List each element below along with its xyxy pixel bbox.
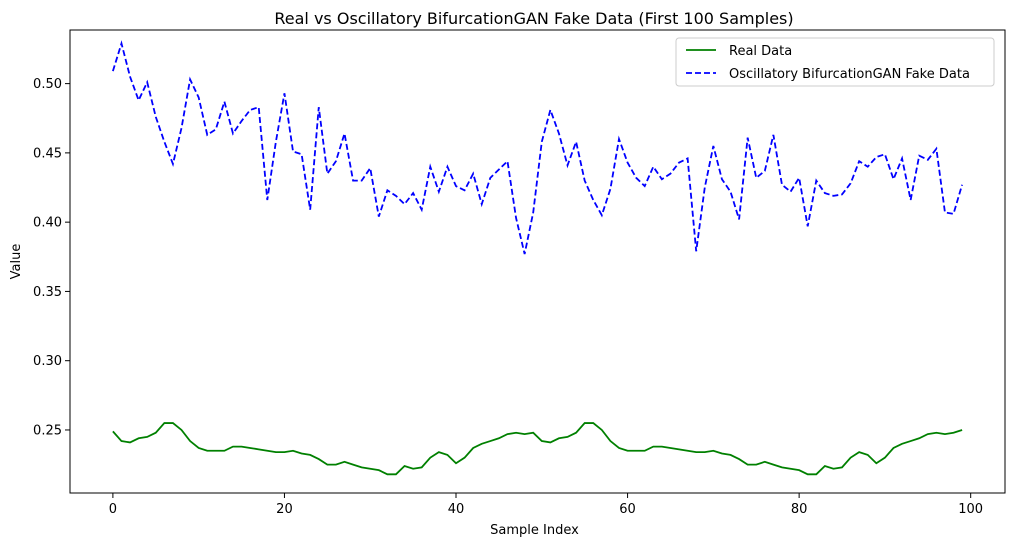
x-tick-label: 40: [448, 502, 465, 517]
legend-label-fake: Oscillatory BifurcationGAN Fake Data: [729, 67, 970, 82]
x-tick-label: 100: [958, 502, 983, 517]
legend-label-real: Real Data: [729, 44, 792, 59]
x-tick-label: 60: [619, 502, 636, 517]
y-tick-label: 0.25: [33, 423, 62, 438]
y-tick-label: 0.50: [33, 77, 62, 92]
x-tick-label: 20: [276, 502, 293, 517]
x-axis-label: Sample Index: [490, 523, 579, 538]
y-axis-label: Value: [9, 244, 24, 280]
y-tick-label: 0.30: [33, 354, 62, 369]
series-line-real: [112, 422, 963, 476]
x-tick-label: 80: [791, 502, 808, 517]
y-tick-label: 0.45: [33, 146, 62, 161]
legend: Real Data Oscillatory BifurcationGAN Fak…: [675, 37, 995, 87]
chart-title: Real vs Oscillatory BifurcationGAN Fake …: [274, 9, 793, 28]
legend-box: [675, 37, 995, 87]
series-layer: [112, 40, 963, 476]
y-tick-label: 0.40: [33, 216, 62, 231]
ticks-layer: 0 20 40 60 80 100 0.25 0.30 0.35 0.40 0.45 0.50: [33, 77, 983, 517]
plot-area-frame: [69, 29, 1006, 494]
x-tick-label: 0: [109, 502, 117, 517]
series-line-fake: [112, 40, 963, 255]
y-tick-label: 0.35: [33, 285, 62, 300]
